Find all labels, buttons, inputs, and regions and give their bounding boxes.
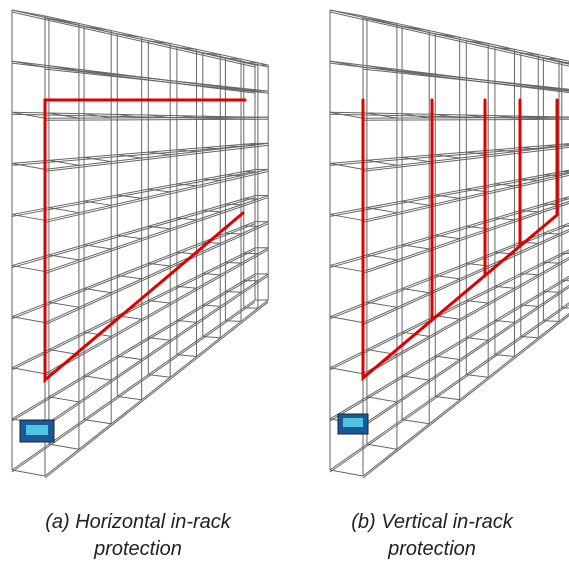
rack-line: [49, 302, 79, 307]
rack-line: [435, 316, 459, 319]
rack-line: [330, 368, 363, 374]
rack-line: [367, 208, 397, 213]
rack-line: [330, 171, 569, 216]
rack-line: [435, 276, 459, 279]
rack-line: [225, 204, 241, 205]
rack-line: [12, 368, 45, 374]
rack-line: [148, 338, 170, 341]
rack-line: [402, 288, 429, 292]
rack-line: [84, 201, 111, 205]
rack-line: [435, 356, 459, 359]
rack-line: [117, 235, 141, 238]
rack-line: [330, 169, 569, 214]
caption: (b) Vertical in-rack: [351, 511, 514, 533]
rack-line: [367, 255, 397, 260]
rack-line: [203, 148, 220, 149]
rack-line: [330, 274, 569, 419]
rack-line: [521, 148, 538, 149]
rack-line: [148, 375, 170, 378]
rack-line: [367, 302, 397, 307]
rack-line: [12, 470, 45, 476]
rack-line: [117, 356, 141, 359]
detector-screen: [343, 418, 363, 427]
rack-line: [435, 235, 459, 238]
rack-line: [402, 201, 429, 205]
rack-line: [12, 266, 45, 272]
rack-line: [402, 376, 429, 380]
rack-line: [12, 317, 45, 323]
rack-line: [49, 255, 79, 260]
rack-line: [521, 305, 538, 306]
rack-line: [203, 305, 220, 306]
rack-line: [177, 320, 197, 322]
rack-a: [12, 10, 268, 478]
rack-line: [435, 396, 459, 399]
rack-line: [367, 444, 397, 449]
rack-line: [495, 320, 515, 322]
detector-a: [20, 420, 54, 442]
rack-line: [330, 470, 363, 476]
rack-line: [117, 396, 141, 399]
rack-line: [367, 397, 397, 402]
rack-line: [330, 143, 569, 163]
rack-line: [84, 376, 111, 380]
rack-line: [225, 175, 241, 176]
caption: protection: [93, 538, 182, 560]
rack-line: [466, 338, 488, 341]
rack-line: [49, 444, 79, 449]
rack-line: [203, 337, 220, 338]
rack-line: [49, 208, 79, 213]
rack-line: [521, 337, 538, 338]
caption: protection: [387, 538, 476, 560]
rack-line: [84, 420, 111, 424]
rack-line: [466, 300, 488, 303]
rack-line: [225, 146, 241, 147]
rack-line: [402, 420, 429, 424]
rack-line: [330, 266, 363, 272]
rack-line: [330, 214, 363, 220]
rack-line: [49, 397, 79, 402]
rack-line: [203, 85, 220, 86]
rack-line: [466, 375, 488, 378]
rack-b: [330, 10, 569, 478]
figure: (a) Horizontal in-rack protection (b) Ve…: [0, 0, 569, 579]
rack-line: [117, 276, 141, 279]
rack-line: [177, 355, 197, 357]
caption: (a) Horizontal in-rack: [45, 511, 232, 533]
rack-line: [12, 214, 45, 220]
rack-line: [495, 355, 515, 357]
rack-line: [330, 196, 569, 266]
rack-line: [148, 300, 170, 303]
rack-line: [330, 317, 363, 323]
detector-screen: [26, 425, 48, 435]
rack-line: [84, 245, 111, 249]
rack-line: [521, 85, 538, 86]
rack-line: [402, 245, 429, 249]
rack-line: [84, 288, 111, 292]
rack-line: [330, 12, 569, 67]
detector-b: [338, 414, 368, 434]
rack-line: [148, 263, 170, 266]
